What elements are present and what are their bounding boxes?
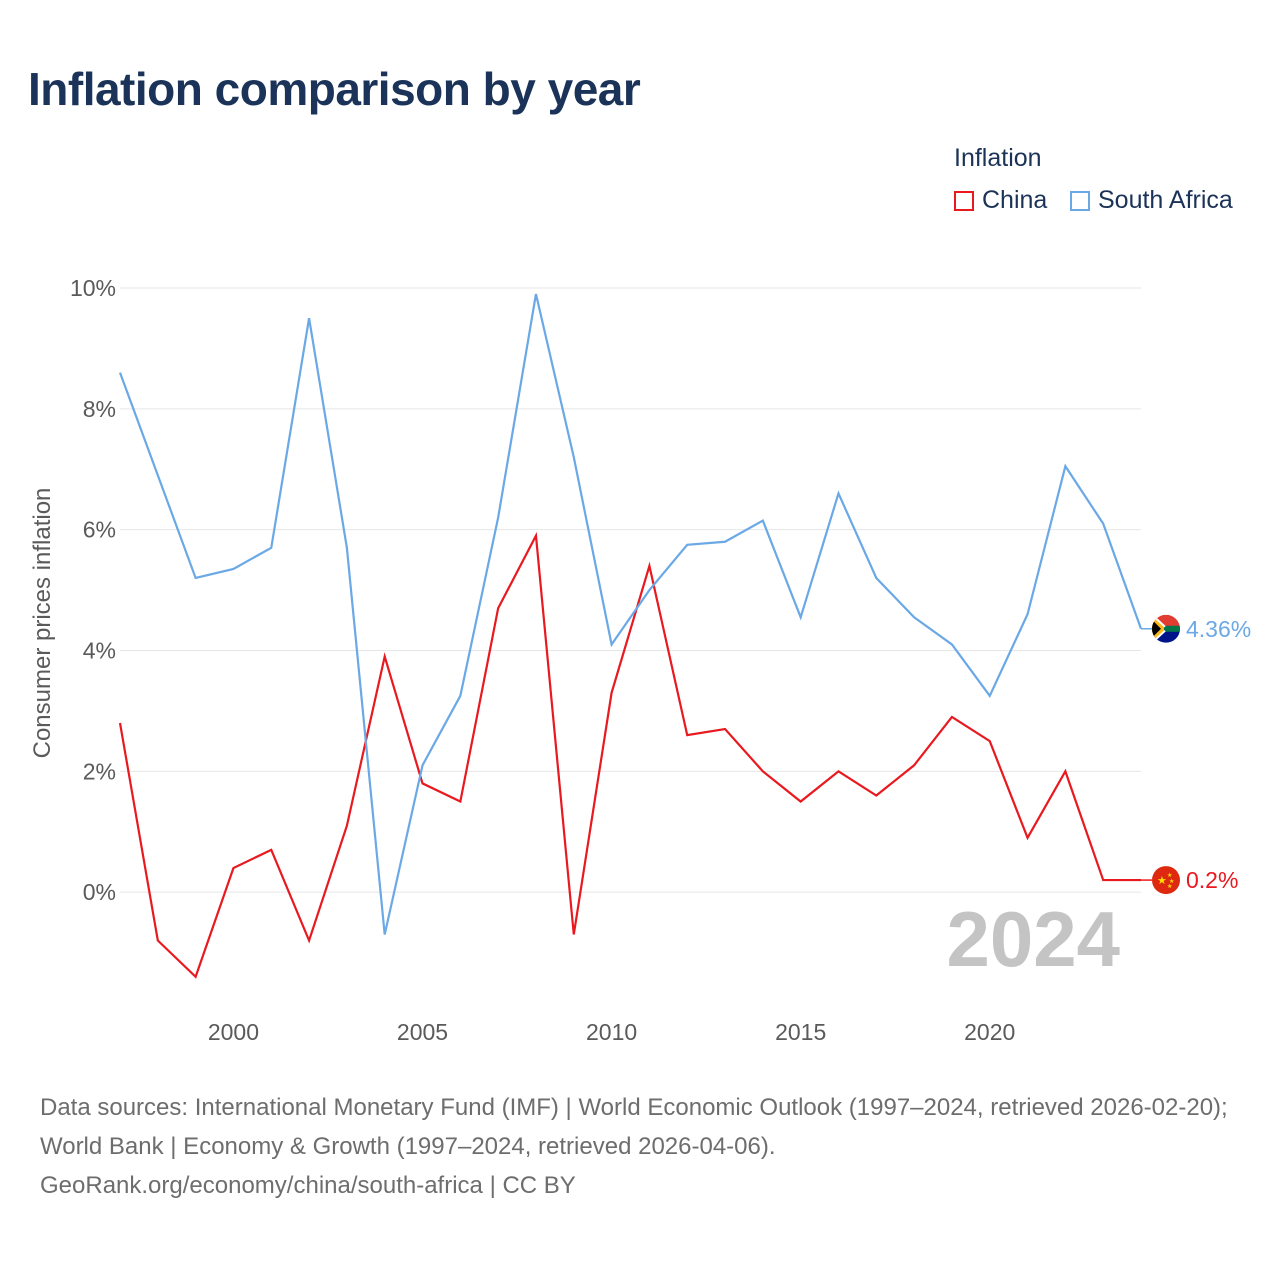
y-axis-label: Consumer prices inflation bbox=[29, 488, 56, 759]
flag-south-africa-icon bbox=[1152, 614, 1180, 643]
legend-item-china[interactable]: China bbox=[954, 186, 1047, 215]
data-point-south-africa[interactable] bbox=[950, 642, 954, 646]
data-point-china[interactable] bbox=[950, 715, 954, 719]
line-chart: 0% 2% 4% 6% 8% 10% 2000 2005 2010 2015 2020 Consu… bbox=[29, 275, 1251, 1045]
x-tick-label: 2020 bbox=[964, 1019, 1015, 1045]
data-point-china[interactable] bbox=[1026, 836, 1030, 840]
data-point-south-africa[interactable] bbox=[610, 642, 614, 646]
data-point-south-africa[interactable] bbox=[1063, 464, 1067, 468]
svg-text:★: ★ bbox=[1167, 883, 1172, 890]
data-point-china[interactable] bbox=[685, 733, 689, 737]
data-point-china[interactable] bbox=[874, 794, 878, 798]
svg-text:★: ★ bbox=[1157, 874, 1167, 887]
data-point-china[interactable] bbox=[496, 606, 500, 610]
data-point-china[interactable] bbox=[345, 824, 349, 828]
data-point-south-africa[interactable] bbox=[194, 576, 198, 580]
end-label-south-africa: 4.36% bbox=[1186, 616, 1251, 642]
series-lines bbox=[118, 292, 1143, 979]
data-point-south-africa[interactable] bbox=[156, 473, 160, 477]
data-point-south-africa[interactable] bbox=[345, 546, 349, 550]
gridlines bbox=[120, 287, 1141, 893]
y-tick-label: 6% bbox=[83, 517, 116, 543]
data-point-china[interactable] bbox=[799, 800, 803, 804]
data-point-china[interactable] bbox=[534, 534, 538, 538]
data-point-china[interactable] bbox=[988, 739, 992, 743]
y-tick-label: 2% bbox=[83, 758, 116, 784]
data-point-china[interactable] bbox=[761, 769, 765, 773]
legend-swatch-china bbox=[954, 190, 974, 211]
y-tick-label: 4% bbox=[83, 638, 116, 664]
data-point-south-africa[interactable] bbox=[231, 567, 235, 571]
data-point-south-africa[interactable] bbox=[383, 932, 387, 936]
x-tick-label: 2000 bbox=[208, 1019, 259, 1045]
data-point-south-africa[interactable] bbox=[496, 516, 500, 520]
attribution: GeoRank.org/economy/china/south-africa |… bbox=[40, 1172, 576, 1199]
data-point-china[interactable] bbox=[1063, 769, 1067, 773]
data-point-south-africa[interactable] bbox=[988, 694, 992, 698]
data-point-china[interactable] bbox=[231, 866, 235, 870]
data-point-china[interactable] bbox=[269, 848, 273, 852]
end-label-china: 0.2% bbox=[1186, 867, 1238, 893]
data-point-south-africa[interactable] bbox=[534, 292, 538, 296]
data-point-china[interactable] bbox=[647, 564, 651, 568]
x-tick-label: 2010 bbox=[586, 1019, 637, 1045]
y-axis-ticks: 0% 2% 4% 6% 8% 10% bbox=[70, 275, 116, 905]
data-point-china[interactable] bbox=[610, 691, 614, 695]
current-year-watermark: 2024 bbox=[946, 895, 1120, 983]
data-point-china[interactable] bbox=[836, 769, 840, 773]
data-point-south-africa[interactable] bbox=[572, 455, 576, 459]
legend-title: Inflation bbox=[954, 144, 1042, 172]
svg-text:★: ★ bbox=[1169, 878, 1174, 885]
data-point-south-africa[interactable] bbox=[836, 491, 840, 495]
data-point-china[interactable] bbox=[307, 939, 311, 943]
x-tick-label: 2015 bbox=[775, 1019, 826, 1045]
svg-text:★: ★ bbox=[1167, 872, 1172, 879]
data-sources: Data sources: International Monetary Fun… bbox=[40, 1094, 1228, 1160]
data-point-south-africa[interactable] bbox=[1026, 612, 1030, 616]
data-point-south-africa[interactable] bbox=[723, 540, 727, 544]
data-point-china[interactable] bbox=[194, 975, 198, 979]
y-tick-label: 8% bbox=[83, 396, 116, 422]
data-point-south-africa[interactable] bbox=[307, 316, 311, 320]
data-point-south-africa[interactable] bbox=[1101, 522, 1105, 526]
data-point-south-africa[interactable] bbox=[912, 615, 916, 619]
data-point-china[interactable] bbox=[912, 763, 916, 767]
data-point-china[interactable] bbox=[118, 721, 122, 725]
data-point-china[interactable] bbox=[723, 727, 727, 731]
legend-label-south-africa: South Africa bbox=[1098, 186, 1233, 214]
data-point-south-africa[interactable] bbox=[118, 371, 122, 375]
data-point-south-africa[interactable] bbox=[685, 543, 689, 547]
chart-title: Inflation comparison by year bbox=[28, 63, 641, 115]
end-markers: ★ ★★★ 0.2%4.36% bbox=[1141, 614, 1251, 895]
data-point-china[interactable] bbox=[383, 655, 387, 659]
footer: Data sources: International Monetary Fun… bbox=[40, 1088, 1250, 1205]
x-axis-ticks: 2000 2005 2010 2015 2020 bbox=[208, 1019, 1015, 1045]
data-point-china[interactable] bbox=[458, 800, 462, 804]
data-point-south-africa[interactable] bbox=[874, 576, 878, 580]
data-point-china[interactable] bbox=[572, 932, 576, 936]
data-point-south-africa[interactable] bbox=[761, 519, 765, 523]
data-point-south-africa[interactable] bbox=[799, 615, 803, 619]
data-point-south-africa[interactable] bbox=[458, 694, 462, 698]
y-tick-label: 0% bbox=[83, 879, 116, 905]
legend-swatch-south-africa bbox=[1070, 190, 1090, 211]
legend-item-south-africa[interactable]: South Africa bbox=[1070, 186, 1233, 215]
series-line-china[interactable] bbox=[118, 531, 1141, 979]
legend-label-china: China bbox=[982, 186, 1048, 214]
data-point-china[interactable] bbox=[421, 781, 425, 785]
data-point-south-africa[interactable] bbox=[421, 763, 425, 767]
data-point-south-africa[interactable] bbox=[269, 546, 273, 550]
y-tick-label: 10% bbox=[70, 275, 116, 301]
data-point-south-africa[interactable] bbox=[647, 588, 651, 592]
flag-china-icon: ★ ★★★ bbox=[1152, 866, 1180, 895]
data-point-china[interactable] bbox=[156, 939, 160, 943]
data-point-china[interactable] bbox=[1101, 878, 1105, 882]
series-line-south-africa[interactable] bbox=[118, 293, 1143, 935]
x-tick-label: 2005 bbox=[397, 1019, 448, 1045]
